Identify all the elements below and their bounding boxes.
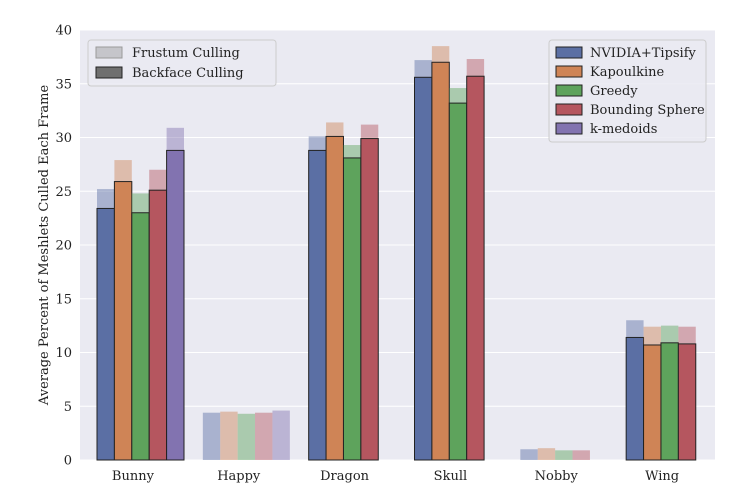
backface-bar <box>431 61 450 461</box>
x-tick-label: Skull <box>434 469 467 484</box>
legend-label: Bounding Sphere <box>590 103 705 118</box>
y-tick-label: 40 <box>55 24 72 39</box>
frustum-bar <box>202 412 221 460</box>
axis-ticks: 0 5 10 15 20 25 30 35 40 Bunny Happy Dragon Skull Nob… <box>55 24 679 485</box>
culling-type-legend: Frustum Culling Backface Culling <box>87 39 277 87</box>
y-tick-label: 10 <box>55 346 72 361</box>
legend-label: k-medoids <box>590 122 657 137</box>
backface-bar <box>325 135 344 461</box>
legend-frame <box>548 39 707 143</box>
backface-bar <box>166 149 185 461</box>
y-tick-label: 35 <box>55 77 72 92</box>
backface-bar <box>131 212 150 461</box>
backface-bar <box>414 76 433 461</box>
legend-label: NVIDIA+Tipsify <box>590 46 697 61</box>
y-tick-label: 25 <box>55 185 72 200</box>
legend-label: Kapoulkine <box>590 65 665 80</box>
y-tick-label: 30 <box>55 131 72 146</box>
y-tick-label: 0 <box>64 454 72 469</box>
x-tick-label: Bunny <box>112 469 155 484</box>
frustum-bar <box>237 413 256 460</box>
legend-label: Greedy <box>590 84 638 99</box>
backface-bar <box>113 181 133 461</box>
y-axis-label: Average Percent of Meshlets Culled Each … <box>37 85 52 407</box>
backface-bar <box>308 149 327 461</box>
frustum-bar <box>220 411 238 460</box>
legend-swatch <box>555 46 583 59</box>
legend-frame <box>87 39 277 87</box>
legend-label: Frustum Culling <box>132 46 240 61</box>
legend-swatch <box>555 84 583 97</box>
x-tick-label: Nobby <box>535 469 579 484</box>
backface-bar <box>466 75 485 461</box>
backface-bar <box>643 344 662 461</box>
legend-swatch <box>95 46 123 59</box>
backface-bar <box>448 102 468 461</box>
backface-bar <box>625 336 645 461</box>
frustum-bar <box>272 410 290 460</box>
frustum-bar <box>537 448 556 460</box>
backface-bar <box>148 189 168 461</box>
legend-swatch <box>555 65 583 78</box>
legend-swatch <box>95 66 123 79</box>
x-tick-label: Happy <box>217 469 261 484</box>
legend-label: Backface Culling <box>132 66 244 81</box>
y-tick-label: 5 <box>64 400 72 415</box>
legend-swatch <box>555 122 583 135</box>
frustum-bar <box>255 412 273 460</box>
backface-bar <box>677 343 697 461</box>
x-tick-label: Wing <box>645 469 679 484</box>
legend-swatch <box>555 103 583 116</box>
x-tick-label: Dragon <box>320 469 370 484</box>
bars <box>96 46 697 461</box>
frustum-bar <box>555 450 573 460</box>
frustum-bar <box>572 450 590 460</box>
method-legend: NVIDIA+Tipsify Kapoulkine Greedy Bounding S… <box>548 39 707 143</box>
backface-bar <box>660 342 679 461</box>
y-tick-label: 15 <box>55 292 72 307</box>
frustum-bar <box>520 449 538 460</box>
backface-bar <box>96 207 115 461</box>
backface-bar <box>360 138 379 461</box>
backface-bar <box>342 157 362 461</box>
y-tick-label: 20 <box>55 239 72 254</box>
